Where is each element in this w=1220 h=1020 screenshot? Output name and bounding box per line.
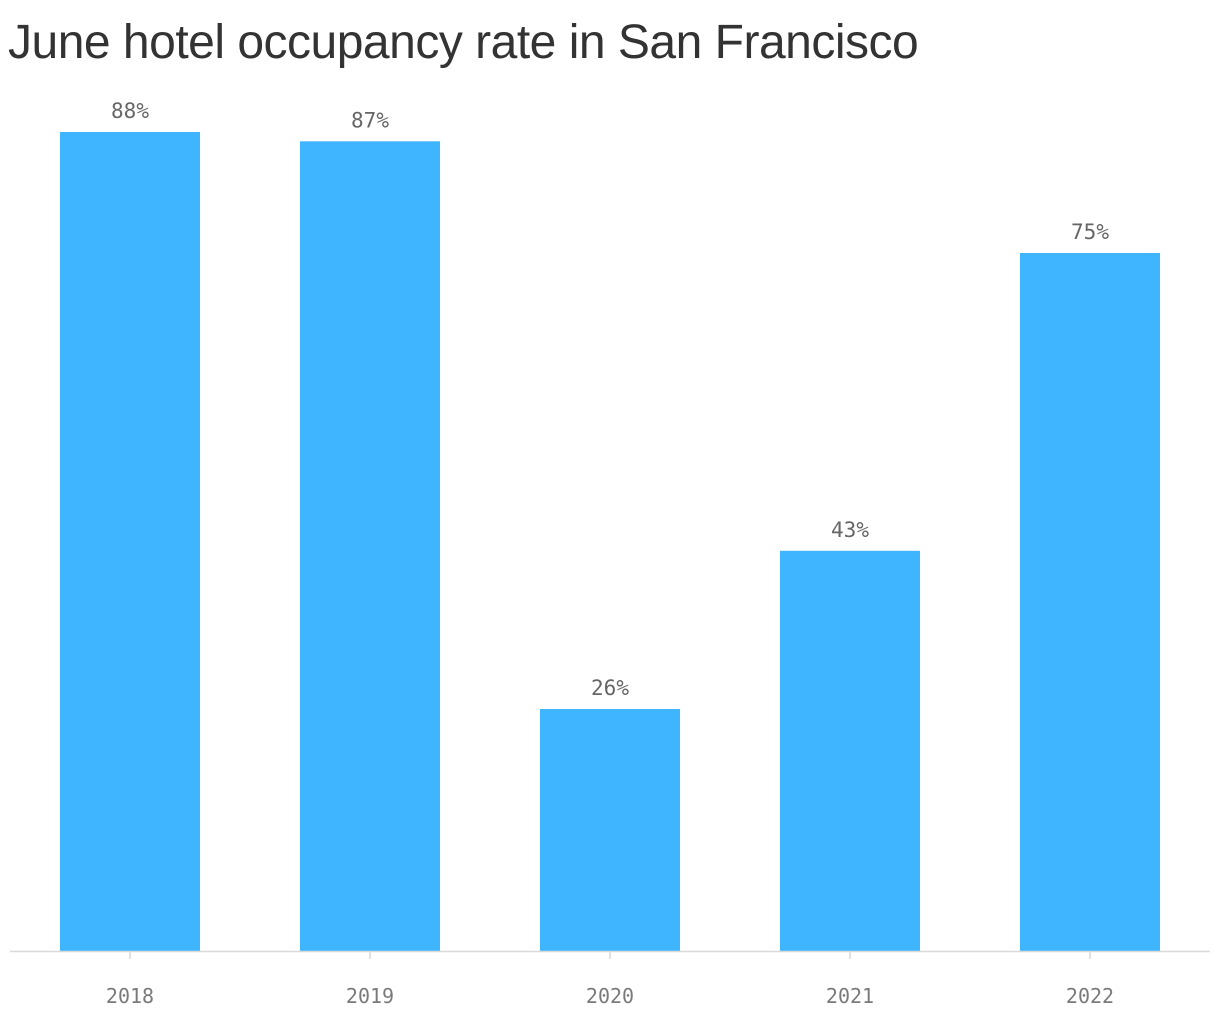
x-tick-label-2018: 2018	[106, 984, 154, 1008]
chart-title: June hotel occupancy rate in San Francis…	[8, 16, 919, 69]
x-tick-label-2019: 2019	[346, 984, 394, 1008]
x-tick-label-2020: 2020	[586, 984, 634, 1008]
value-label-2020: 26%	[591, 676, 629, 700]
bar-2020	[540, 709, 680, 951]
value-label-2019: 87%	[351, 108, 389, 132]
bar-2019	[300, 141, 440, 951]
x-tick-label-2022: 2022	[1066, 984, 1114, 1008]
x-tick-labels-group: 2018 2019 2020 2021 2022	[106, 984, 1114, 1008]
value-label-2018: 88%	[111, 99, 149, 123]
bar-2022	[1020, 252, 1160, 951]
bar-2018	[60, 132, 200, 951]
x-tick-label-2021: 2021	[826, 984, 874, 1008]
bars-group	[60, 132, 1160, 951]
bar-2021	[780, 550, 920, 951]
value-label-2022: 75%	[1071, 220, 1109, 244]
value-labels-group: 88% 87% 26% 43% 75%	[111, 99, 1109, 700]
value-label-2021: 43%	[831, 518, 869, 542]
x-ticks-group	[129, 951, 1091, 959]
